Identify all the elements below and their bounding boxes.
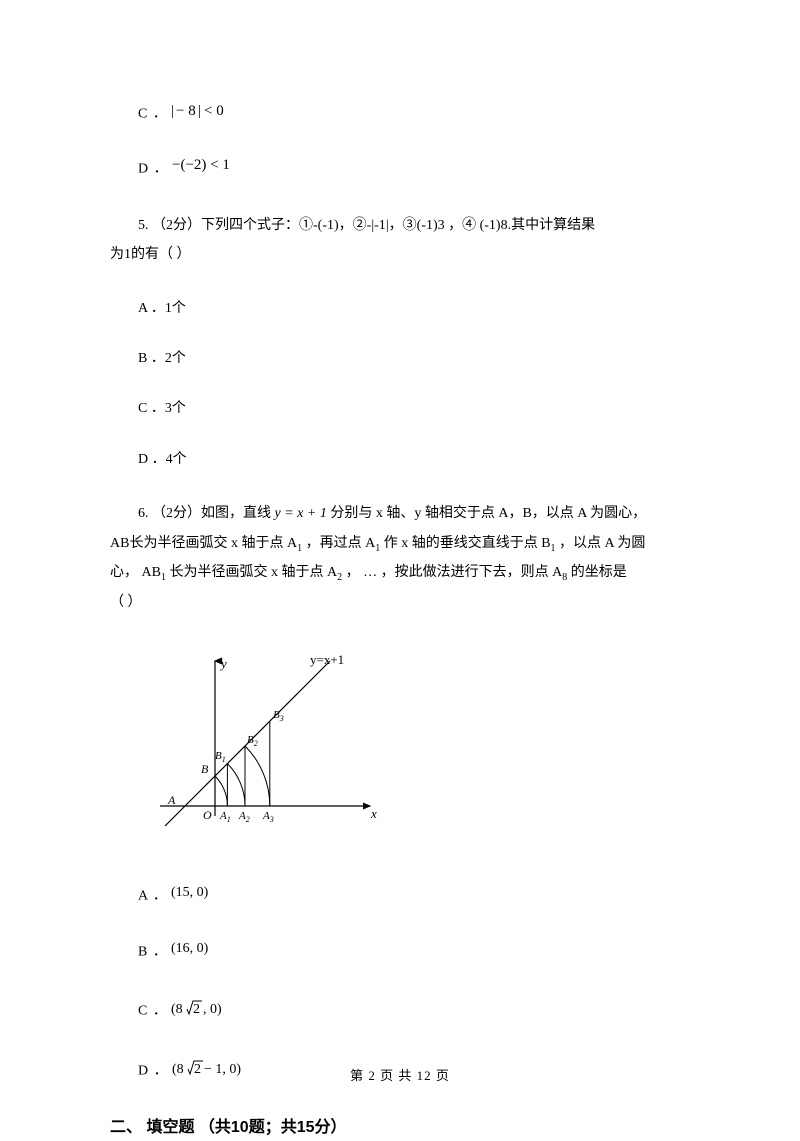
svg-text:(16, 0): (16, 0) [171,941,209,956]
svg-text:|: | [198,103,201,119]
q4-option-d: D ． −(−2) < 1 [110,156,690,182]
q5-option-b: B ．2个 [110,348,690,370]
section-2-heading: 二、 填空题 （共10题；共15分） [110,1115,690,1141]
q4-c-formula: | − 8 | < 0 [171,100,229,128]
q6-option-a: A ． (15, 0) [110,882,690,910]
q6-line3-suffix: 的坐标是 [567,565,627,580]
option-label: D ． [138,162,169,177]
q6-a-formula: (15, 0) [171,882,219,910]
svg-text:−(−2) < 1: −(−2) < 1 [172,157,230,173]
section-2-heading-text: 二、 填空题 （共10题；共15分） [110,1119,347,1136]
q5-option-a: A ．1个 [110,298,690,320]
svg-text:− 8: − 8 [176,103,196,119]
q6-diagram: y=x+1 y x O A B B1 B2 B3 A1 A2 A3 [155,646,690,854]
q4-option-c: C ． | − 8 | < 0 [110,100,690,128]
q6-line3-prefix: 心， [110,565,142,580]
option-label: B ． [138,945,168,960]
q6-line2-suffix: ，以点 A 为圆 [556,536,646,551]
option-text: B ．2个 [138,351,186,366]
q6-line4: （ ） [110,595,142,610]
option-label: C ． [138,1003,168,1018]
q6-a1: A1 [287,536,302,551]
q6-ab1: AB1 [142,565,166,580]
q5-option-d: D ．4个 [110,449,690,471]
svg-text:, 0): , 0) [203,1002,222,1017]
svg-text:A1: A1 [219,810,231,824]
q5-stem-prefix: 5. （2分）下列四个式子：①-(-1)，② [138,218,367,233]
q6-line3-mid2: ， … ，按此做法进行下去，则点 [342,565,552,580]
q4-d-formula: −(−2) < 1 [172,156,250,182]
q6-line2-prefix: AB长为半径画弧交 x 轴于点 [110,536,287,551]
svg-text:< 0: < 0 [204,103,224,119]
q6-a8: A8 [552,565,567,580]
footer-text: 第 2 页 共 12 页 [350,1068,450,1083]
q5-stem-end: 为1的有（ ） [110,247,191,262]
q6-b1: B1 [541,536,555,551]
q6-a2: A2 [327,565,342,580]
svg-text:B3: B3 [273,709,284,723]
q6-stem: 6. （2分）如图，直线 y = x + 1 分别与 x 轴、y 轴相交于点 A… [110,499,690,617]
q6-option-b: B ． (16, 0) [110,938,690,966]
q6-b-formula: (16, 0) [171,938,219,966]
option-text: A ．1个 [138,301,186,316]
q6-line3-mid: 长为半径画弧交 x 轴于点 [166,565,327,580]
svg-text:2: 2 [193,1002,200,1017]
svg-text:B2: B2 [247,734,258,748]
svg-text:(15, 0): (15, 0) [171,885,209,900]
page-content: C ． | − 8 | < 0 D ． −(−2) < 1 5. （2分）下列四… [0,0,800,1141]
q6-c-formula: (8 2 , 0) [171,995,239,1027]
svg-text:B1: B1 [215,750,226,764]
option-label: A ． [138,888,168,903]
option-text: D ．4个 [138,452,187,467]
q5-option-c: C ．3个 [110,398,690,420]
svg-text:A3: A3 [262,810,274,824]
svg-text:(8: (8 [171,1002,183,1017]
svg-text:|: | [171,103,174,119]
svg-text:A: A [167,793,176,807]
svg-text:O: O [203,808,212,822]
q5-item2-formula: -|-1| [367,218,389,233]
q5-stem: 5. （2分）下列四个式子：①-(-1)，②-|-1|，③(-1)3 ，④ (-… [110,211,690,270]
option-text: C ．3个 [138,401,186,416]
svg-text:B: B [201,762,209,776]
q6-line2-mid2: 作 x 轴的垂线交直线于点 [380,536,541,551]
q6-line2-mid: ，再过点 [302,536,365,551]
q6-line1-prefix: 6. （2分）如图，直线 [138,506,275,521]
q6-line1-suffix: 分别与 x 轴、y 轴相交于点 A，B，以点 A 为圆心， [327,506,646,521]
svg-text:y=x+1: y=x+1 [310,652,344,667]
q6-eq: y = x + 1 [275,506,327,521]
q5-stem-middle: ，③(-1)3 ，④ (-1)8.其中计算结果 [389,218,595,233]
q6-option-c: C ． (8 2 , 0) [110,995,690,1027]
option-label: C ． [138,106,168,121]
svg-text:y: y [219,656,227,671]
page-footer: 第 2 页 共 12 页 [0,1065,800,1084]
q6-a1b: A1 [365,536,380,551]
svg-text:x: x [370,806,377,821]
svg-text:A2: A2 [238,810,250,824]
